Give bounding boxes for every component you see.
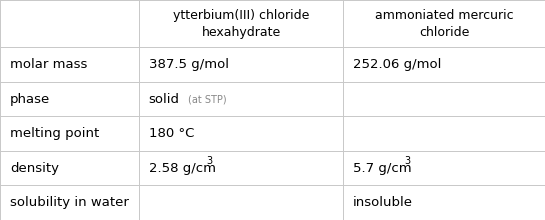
Text: 180 °C: 180 °C [149, 127, 194, 140]
Text: density: density [10, 162, 59, 175]
Text: 252.06 g/mol: 252.06 g/mol [353, 58, 441, 71]
Text: phase: phase [10, 93, 50, 106]
Text: molar mass: molar mass [10, 58, 87, 71]
Text: (at STP): (at STP) [188, 94, 227, 104]
Text: 5.7 g/cm: 5.7 g/cm [353, 162, 412, 175]
Text: ytterbium(III) chloride
hexahydrate: ytterbium(III) chloride hexahydrate [173, 9, 310, 39]
Text: insoluble: insoluble [353, 196, 413, 209]
Text: solubility in water: solubility in water [10, 196, 129, 209]
Text: ammoniated mercuric
chloride: ammoniated mercuric chloride [375, 9, 513, 39]
Text: 2.58 g/cm: 2.58 g/cm [149, 162, 216, 175]
Text: 3: 3 [404, 156, 411, 166]
Text: solid: solid [149, 93, 180, 106]
Text: melting point: melting point [10, 127, 99, 140]
Text: 3: 3 [207, 156, 213, 166]
Text: 387.5 g/mol: 387.5 g/mol [149, 58, 229, 71]
